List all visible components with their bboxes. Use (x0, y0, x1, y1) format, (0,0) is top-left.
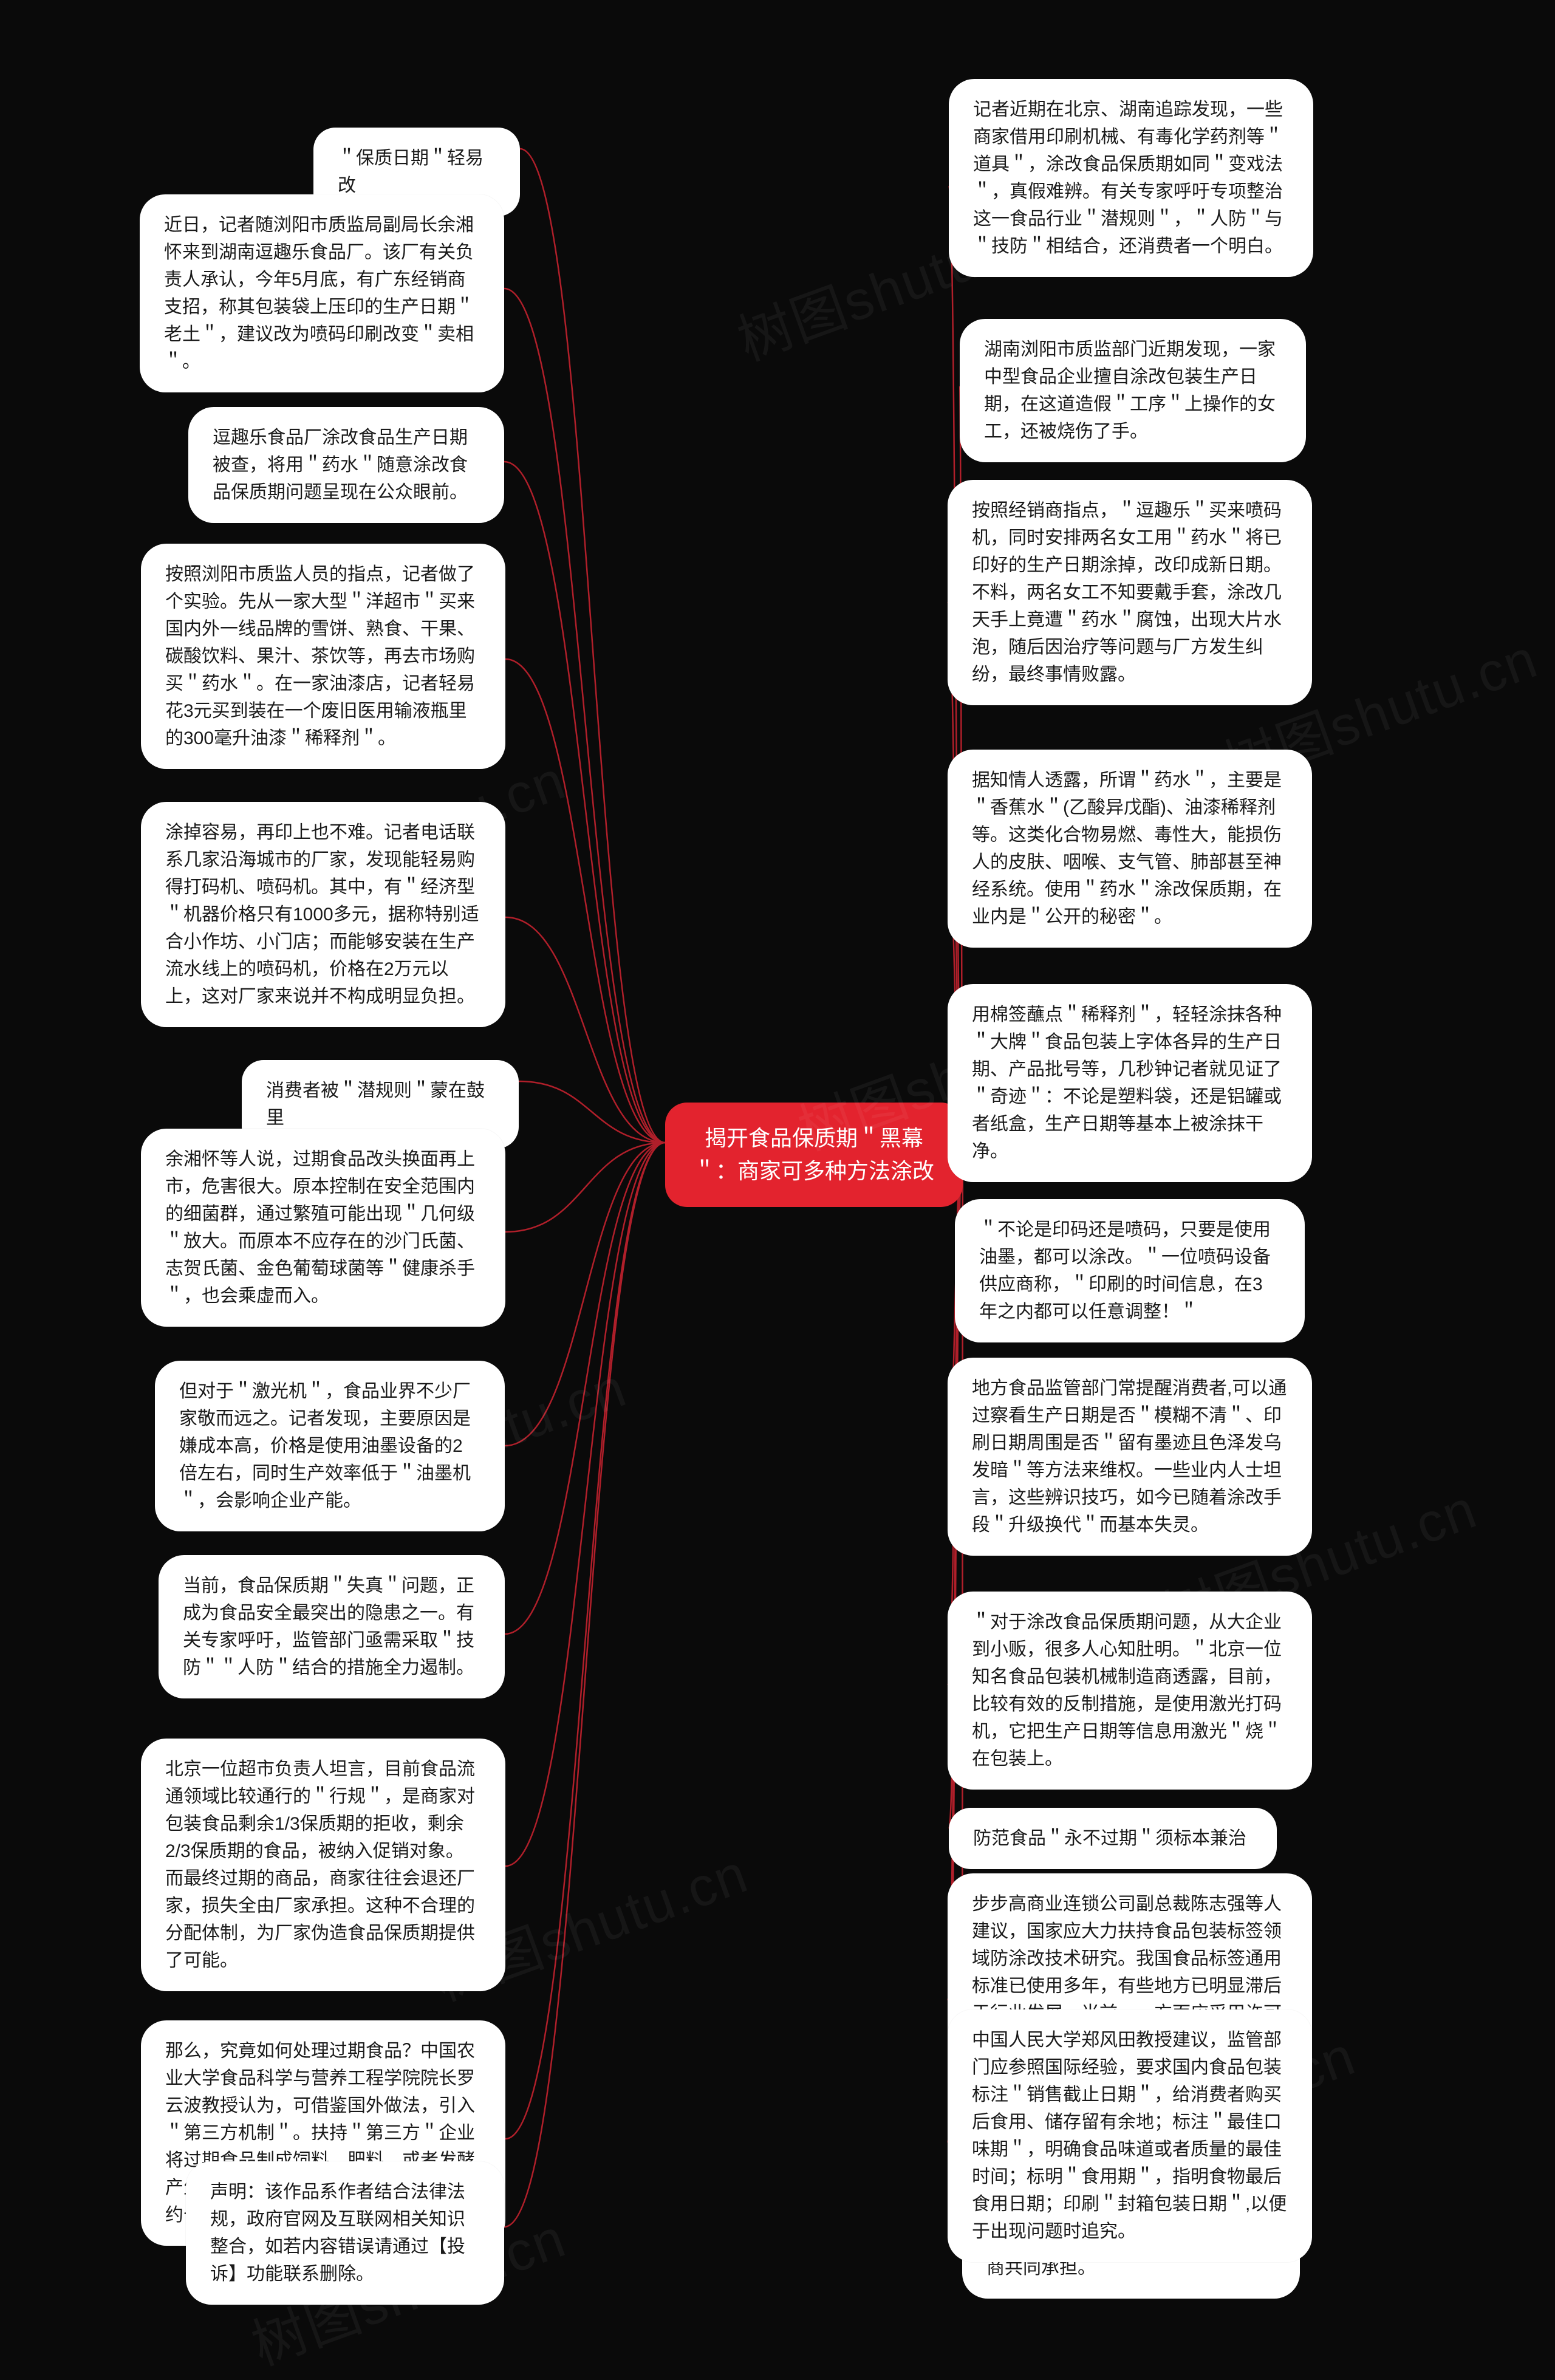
left-node-4: 涂掉容易，再印上也不难。记者电话联系几家沿海城市的厂家，发现能轻易购得打码机、喷… (141, 802, 505, 1027)
right-node-8: 防范食品＂永不过期＂须标本兼治 (949, 1808, 1277, 1869)
edge (504, 462, 665, 1143)
center-node: 揭开食品保质期＂黑幕＂：商家可多种方法涂改 (665, 1103, 963, 1207)
right-node-11: 中国人民大学郑风田教授建议，监管部门应参照国际经验，要求国内食品包装标注＂销售截… (948, 2009, 1312, 2262)
right-node-5: ＂不论是印码还是喷码，只要是使用油墨，都可以涂改。＂一位喷码设备供应商称，＂印刷… (955, 1199, 1305, 1342)
left-node-11: 声明：该作品系作者结合法律法规，政府官网及互联网相关知识整合，如若内容错误请通过… (186, 2161, 504, 2305)
edge (504, 1143, 665, 2227)
right-node-3: 据知情人透露，所谓＂药水＂，主要是＂香蕉水＂(乙酸异戊酯)、油漆稀释剂等。这类化… (948, 750, 1312, 948)
right-node-7: ＂对于涂改食品保质期问题，从大企业到小贩，很多人心知肚明。＂北京一位知名食品包装… (948, 1592, 1312, 1790)
edge (520, 149, 665, 1143)
edge (505, 659, 665, 1143)
edge (519, 1081, 665, 1143)
edge (505, 1143, 665, 2139)
right-node-4: 用棉签蘸点＂稀释剂＂，轻轻涂抹各种＂大牌＂食品包装上字体各异的生产日期、产品批号… (948, 984, 1312, 1182)
edge (504, 289, 665, 1143)
right-node-1: 湖南浏阳市质监部门近期发现，一家中型食品企业擅自涂改包装生产日期，在这道造假＂工… (960, 319, 1306, 462)
edge (505, 1143, 665, 1634)
left-node-2: 逗趣乐食品厂涂改食品生产日期被查，将用＂药水＂随意涂改食品保质期问题呈现在公众眼… (188, 407, 504, 523)
right-node-2: 按照经销商指点，＂逗趣乐＂买来喷码机，同时安排两名女工用＂药水＂将已印好的生产日… (948, 480, 1312, 705)
right-node-0: 记者近期在北京、湖南追踪发现，一些商家借用印刷机械、有毒化学药剂等＂道具＂，涂改… (949, 79, 1313, 277)
edge (505, 1143, 665, 1866)
left-node-6: 余湘怀等人说，过期食品改头换面再上市，危害很大。原本控制在安全范围内的细菌群，通… (141, 1129, 505, 1327)
edge (505, 1143, 665, 1446)
left-node-9: 北京一位超市负责人坦言，目前食品流通领域比较通行的＂行规＂，是商家对包装食品剩余… (141, 1739, 505, 1991)
left-node-1: 近日，记者随浏阳市质监局副局长余湘怀来到湖南逗趣乐食品厂。该厂有关负责人承认，今… (140, 194, 504, 392)
left-node-3: 按照浏阳市质监人员的指点，记者做了个实验。先从一家大型＂洋超市＂买来国内外一线品… (141, 544, 505, 769)
right-node-6: 地方食品监管部门常提醒消费者,可以通过察看生产日期是否＂模糊不清＂、印刷日期周围… (948, 1358, 1312, 1556)
left-node-8: 当前，食品保质期＂失真＂问题，正成为食品安全最突出的隐患之一。有关专家呼吁，监管… (159, 1555, 505, 1698)
edge (505, 917, 665, 1143)
edge (505, 1143, 665, 1232)
left-node-7: 但对于＂激光机＂，食品业界不少厂家敬而远之。记者发现，主要原因是嫌成本高，价格是… (155, 1361, 505, 1531)
